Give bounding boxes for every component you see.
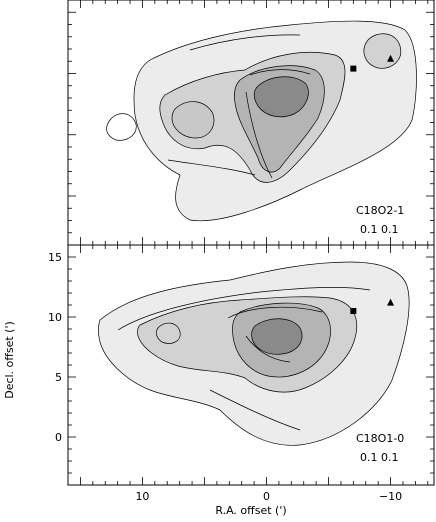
bottom-contour-line [156, 322, 181, 344]
top-contour-east-isolated [106, 113, 137, 141]
y-axis-label: Decl. offset (') [3, 321, 16, 399]
bottom-contour-line [209, 389, 301, 431]
bottom-contour-fills [98, 261, 410, 446]
top-contour-line [245, 91, 273, 179]
x-axis-label: R.A. offset (') [215, 504, 286, 517]
x-tick-label: −10 [379, 490, 402, 503]
top-panel-label-line-2: 0.1 0.1 [360, 223, 398, 236]
bottom-contour-line [227, 306, 323, 319]
bottom-square-marker [350, 308, 357, 314]
top-square-marker [350, 65, 357, 72]
bottom-x-tick-labels: 10 0 −10 [135, 490, 402, 503]
bottom-contour-level-4 [251, 318, 303, 355]
y-tick-label: 5 [55, 371, 62, 384]
bottom-extra-contour-lines [117, 287, 371, 431]
bottom-contour-line [117, 287, 371, 331]
top-contour-line [167, 159, 256, 176]
axis-ticks [67, 0, 434, 485]
bottom-panel-label-line-1: C18O1-0 [356, 432, 404, 445]
top-contour-west-knot [363, 33, 402, 69]
top-contour-panel: C18O2-1 0.1 0.1 [67, 0, 435, 246]
top-contour-secondary-peak [171, 101, 215, 139]
bottom-y-tick-labels: 0 5 10 15 [48, 251, 62, 444]
top-contour-line [249, 69, 311, 76]
top-extra-contour-lines [167, 34, 311, 179]
y-tick-label: 10 [48, 311, 62, 324]
top-triangle-marker [387, 54, 395, 62]
y-tick-label: 0 [55, 431, 62, 444]
bottom-triangle-marker [387, 298, 395, 306]
bottom-contour-line [245, 335, 291, 363]
top-contour-line [189, 34, 301, 51]
bottom-contour-panel: C18O1-0 0.1 0.1 10 0 −10 0 5 10 15 R.A. offse… [3, 244, 435, 517]
x-tick-label: 0 [263, 490, 270, 503]
top-contour-level-4 [253, 76, 309, 118]
position-markers [350, 54, 395, 314]
y-tick-label: 15 [48, 251, 62, 264]
top-contour-fills [106, 20, 417, 222]
x-tick-label: 10 [135, 490, 149, 503]
bottom-panel-label-line-2: 0.1 0.1 [360, 451, 398, 464]
top-panel-label-line-1: C18O2-1 [356, 204, 404, 217]
